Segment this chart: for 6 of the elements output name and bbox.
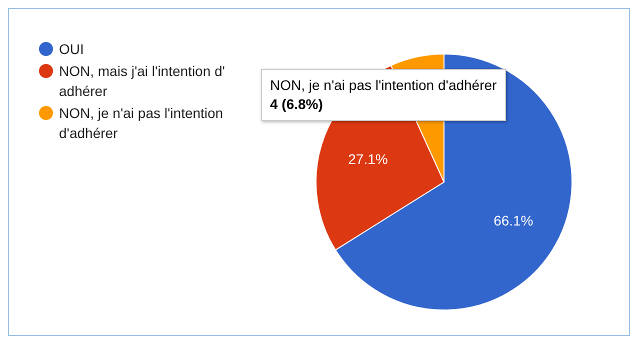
legend-label: NON, je n'ai pas l'intention d'adhérer bbox=[59, 105, 224, 141]
data-label: 27.1% bbox=[348, 151, 388, 168]
legend-label: OUI bbox=[59, 41, 84, 57]
legend-label: NON, mais j'ai l'intention d' adhérer bbox=[59, 63, 225, 99]
tooltip-box: NON, je n'ai pas l'intention d'adhérer 4 (6.8%) bbox=[261, 69, 506, 121]
data-label: 66.1% bbox=[494, 212, 534, 228]
